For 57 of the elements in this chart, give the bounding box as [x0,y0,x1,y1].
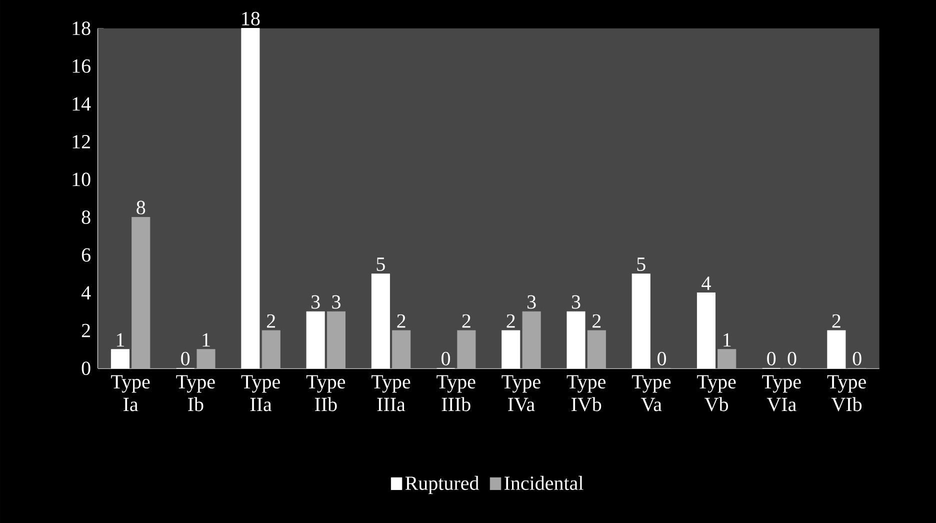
y-tick-label: 4 [81,286,91,300]
data-label: 3 [332,295,340,309]
bar [587,330,606,369]
data-label: 3 [572,295,580,309]
x-tick-label: Type Va [632,375,671,412]
data-label: 0 [788,352,796,366]
x-tick-label: Type IIa [241,375,280,412]
bar [196,349,216,369]
data-label: 2 [462,314,470,328]
data-label: 2 [266,314,276,328]
data-label: 1 [116,333,124,346]
data-label: 2 [592,314,601,328]
y-tick-label: 18 [72,22,90,36]
bar [392,330,411,369]
x-tick-label: Type IVa [502,375,540,412]
y-tick-label: 6 [82,248,90,262]
bar [262,330,280,369]
x-tick-label: Type Vb [697,375,736,412]
data-label: 4 [702,276,711,290]
bar [522,311,541,369]
data-label: 18 [242,12,260,26]
data-label: 0 [658,352,666,366]
y-tick-label: 10 [72,172,90,186]
y-tick-label: 8 [82,210,90,224]
data-label: 1 [724,333,731,346]
x-tick-label: Type Ia [111,375,150,412]
data-label: 5 [376,258,385,271]
y-tick-label: 2 [82,324,90,338]
data-label: 0 [181,352,190,366]
data-label: 0 [852,352,862,366]
data-label: 5 [637,258,646,271]
y-tick-label: 14 [72,97,91,110]
x-tick-label: Type IIb [306,375,346,412]
data-label: 1 [202,333,210,346]
data-label: 2 [832,314,840,328]
bar [326,311,346,369]
legend-label: Incidental [504,476,584,490]
data-label: 0 [442,352,450,366]
bar [718,349,736,369]
bar [132,216,150,369]
x-tick-label: Type IIIb [436,375,476,412]
data-label: 2 [397,314,406,328]
data-label: 2 [506,314,515,328]
x-tick-label: Type VIa [762,375,801,412]
data-label: 8 [136,200,146,214]
bar [457,330,476,369]
y-tick-label: 16 [72,59,90,73]
x-tick-label: Type VIb [827,375,866,412]
x-tick-label: Type Ib [176,375,215,412]
y-tick-label: 0 [82,362,90,376]
y-tick-label: 12 [72,135,90,148]
legend-label: Ruptured [405,476,479,494]
data-label: 0 [767,352,776,366]
data-label: 3 [528,295,536,309]
x-tick-label: Type IVb [566,375,606,412]
x-tick-label: Type IIIa [372,375,410,412]
data-label: 3 [312,295,320,309]
